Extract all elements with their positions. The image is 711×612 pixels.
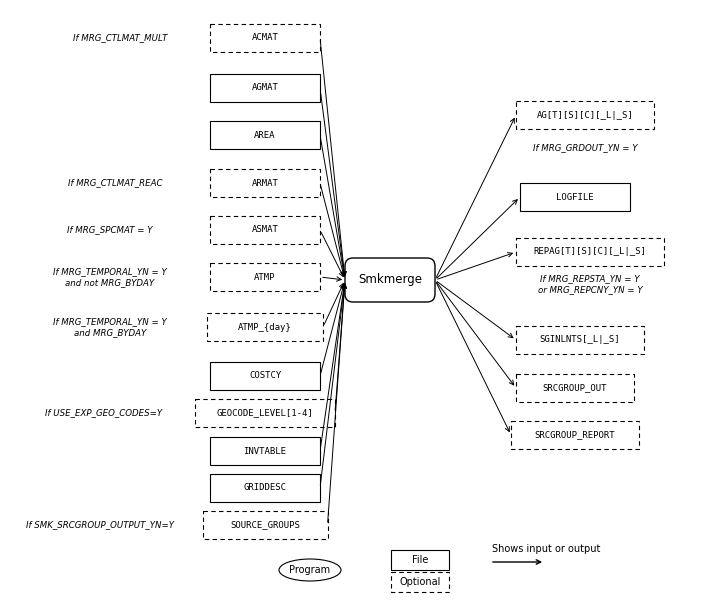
Text: If MRG_CTLMAT_REAC: If MRG_CTLMAT_REAC [68, 179, 162, 187]
Bar [195, 399, 335, 427]
FancyBboxPatch shape [345, 258, 435, 302]
Text: AGMAT: AGMAT [252, 83, 279, 92]
Bar [207, 313, 323, 341]
Text: If MRG_CTLMAT_MULT: If MRG_CTLMAT_MULT [73, 34, 167, 42]
Bar [391, 550, 449, 570]
Text: ACMAT: ACMAT [252, 34, 279, 42]
Bar [516, 238, 664, 266]
Text: REPAG[T][S][C][_L|_S]: REPAG[T][S][C][_L|_S] [533, 247, 646, 256]
Bar [511, 421, 639, 449]
Text: INVTABLE: INVTABLE [243, 447, 287, 455]
Text: Optional: Optional [400, 577, 441, 587]
Bar [203, 511, 328, 539]
Bar [210, 216, 320, 244]
Text: COSTCY: COSTCY [249, 371, 281, 381]
Bar [516, 101, 654, 129]
Text: SRCGROUP_REPORT: SRCGROUP_REPORT [535, 430, 615, 439]
Ellipse shape [279, 559, 341, 581]
Text: Smkmerge: Smkmerge [358, 274, 422, 286]
Text: If MRG_SPCMAT = Y: If MRG_SPCMAT = Y [68, 225, 153, 234]
Text: GRIDDESC: GRIDDESC [243, 483, 287, 493]
Text: GEOCODE_LEVEL[1-4]: GEOCODE_LEVEL[1-4] [217, 408, 314, 417]
Text: If MRG_TEMPORAL_YN = Y
and not MRG_BYDAY: If MRG_TEMPORAL_YN = Y and not MRG_BYDAY [53, 267, 167, 286]
Bar [210, 169, 320, 197]
Text: File: File [412, 555, 428, 565]
Text: If MRG_REPSTA_YN = Y
or MRG_REPCNY_YN = Y: If MRG_REPSTA_YN = Y or MRG_REPCNY_YN = … [538, 274, 642, 294]
Text: If MRG_TEMPORAL_YN = Y
and MRG_BYDAY: If MRG_TEMPORAL_YN = Y and MRG_BYDAY [53, 317, 167, 337]
Text: ATMP_{day}: ATMP_{day} [238, 323, 292, 332]
Bar [210, 362, 320, 390]
Text: If MRG_GRDOUT_YN = Y: If MRG_GRDOUT_YN = Y [533, 143, 637, 152]
Bar [520, 183, 630, 211]
Bar [210, 121, 320, 149]
Text: If SMK_SRCGROUP_OUTPUT_YN=Y: If SMK_SRCGROUP_OUTPUT_YN=Y [26, 520, 174, 529]
Bar [210, 474, 320, 502]
Bar [210, 24, 320, 52]
Text: Shows input or output: Shows input or output [492, 544, 600, 554]
Text: SOURCE_GROUPS: SOURCE_GROUPS [230, 520, 300, 529]
Bar [210, 263, 320, 291]
Text: AREA: AREA [255, 130, 276, 140]
Text: AG[T][S][C][_L|_S]: AG[T][S][C][_L|_S] [537, 111, 634, 119]
Bar [210, 437, 320, 465]
Text: If USE_EXP_GEO_CODES=Y: If USE_EXP_GEO_CODES=Y [46, 408, 163, 417]
Bar [210, 74, 320, 102]
Text: ASMAT: ASMAT [252, 225, 279, 234]
Text: Program: Program [289, 565, 331, 575]
Text: LOGFILE: LOGFILE [556, 193, 594, 201]
Text: ARMAT: ARMAT [252, 179, 279, 187]
Text: SRCGROUP_OUT: SRCGROUP_OUT [542, 384, 607, 392]
Bar [516, 374, 634, 402]
Bar [391, 572, 449, 592]
Text: ATMP: ATMP [255, 272, 276, 282]
Bar [516, 326, 644, 354]
Text: SGINLNTS[_L|_S]: SGINLNTS[_L|_S] [540, 335, 620, 345]
